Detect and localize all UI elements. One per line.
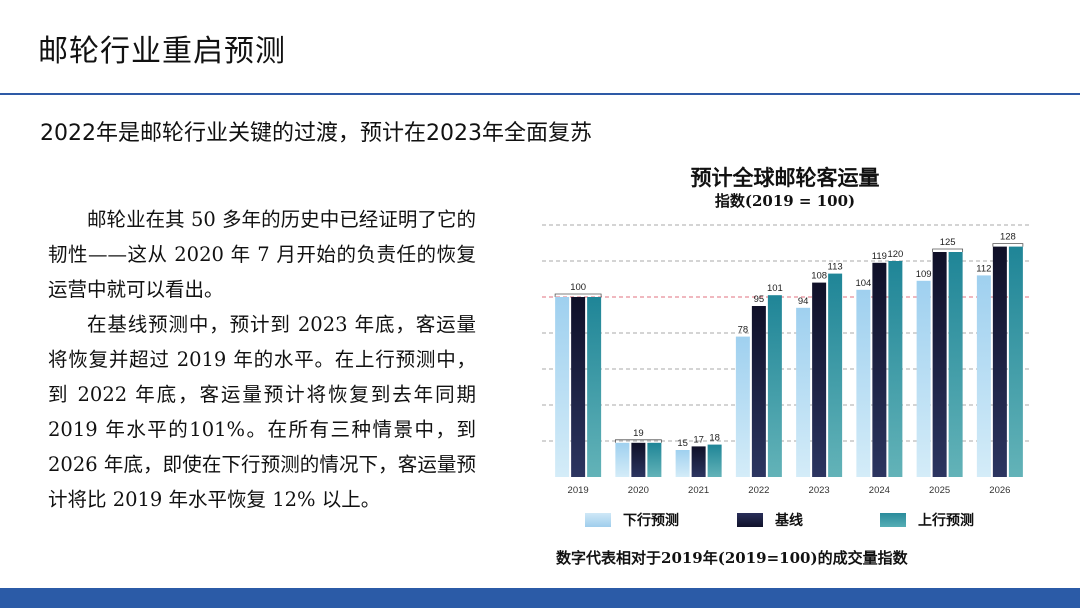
bar-2026-series-0 [976,275,991,477]
x-tick-label: 2019 [568,485,589,496]
headline: 2022年是邮轮行业关键的过渡，预计在2023年全面复苏 [40,121,592,146]
bar-2026-series-2 [1008,246,1023,477]
data-label: 104 [855,278,871,289]
x-tick-label: 2025 [929,485,950,496]
x-tick-label: 2020 [628,485,649,496]
data-label: 17 [693,434,704,445]
legend-swatch-upside [880,513,906,527]
bar-2022-series-0 [735,336,750,477]
bar-2020-series-0 [615,442,630,477]
bar-2023-series-0 [796,307,811,477]
data-label: 101 [767,283,783,294]
bar-2025-series-0 [916,280,931,477]
page-title: 邮轮行业重启预测 [38,34,286,69]
x-tick-label: 2021 [688,485,709,496]
x-tick-label: 2026 [989,485,1010,496]
data-label: 94 [798,296,809,307]
data-label: 112 [976,263,991,274]
bar-2023-series-2 [828,273,843,477]
bar-2022-series-1 [751,306,766,477]
data-label: 78 [738,325,749,336]
data-label: 100 [570,282,586,293]
paragraph-2: 在基线预测中，预计到 2023 年底，客运量将恢复并超过 2019 年的水平。在… [48,313,476,511]
data-label: 95 [754,294,765,305]
legend-item-baseline: 基线 [737,510,803,530]
bar-2022-series-2 [767,295,782,477]
data-label: 119 [872,251,887,262]
data-label: 128 [1000,232,1016,243]
data-label: 120 [887,249,903,260]
bar-2024-series-2 [888,261,903,477]
bar-2021-series-0 [675,450,690,477]
legend-swatch-baseline [737,513,763,527]
bar-2019-series-0 [555,297,570,477]
label-bracket [992,243,1024,247]
bar-2024-series-1 [872,262,887,477]
data-label: 18 [709,433,720,444]
chart-footnote: 数字代表相对于2019年(2019=100)的成交量指数 [556,549,908,567]
bar-2023-series-1 [812,282,827,477]
bar-2020-series-1 [631,442,646,477]
bar-2025-series-1 [932,252,947,477]
bar-2021-series-2 [707,444,722,477]
bar-2019-series-2 [587,297,602,477]
bar-2019-series-1 [571,297,586,477]
chart-title: 预计全球邮轮客运量 [690,165,880,190]
label-bracket [614,439,662,443]
title-divider [0,93,1080,95]
data-label: 108 [811,271,827,282]
data-label: 125 [940,237,956,248]
bar-2026-series-1 [992,246,1007,477]
x-tick-label: 2022 [748,485,769,496]
bar-2021-series-1 [691,446,706,477]
legend-label-baseline: 基线 [775,513,803,529]
data-label: 113 [828,262,843,273]
bar-chart: 2019 2020 2021 2022 2023 2024 2025 2026 100 19 15 1… [542,224,1030,496]
legend-label-upside: 上行预测 [918,513,974,529]
x-tick-label: 2024 [869,485,890,496]
legend-item-downside: 下行预测 [585,510,679,530]
data-label: 15 [677,438,688,449]
chart-subtitle: 指数(2019 = 100) [714,192,856,210]
footer-bar [0,588,1080,608]
legend-item-upside: 上行预测 [880,510,974,530]
bar-2025-series-2 [948,252,963,477]
x-tick-label: 2023 [809,485,830,496]
data-label: 19 [633,428,644,439]
legend-label-downside: 下行预测 [623,513,679,529]
body-text: 邮轮业在其 50 多年的历史中已经证明了它的韧性——这从 2020 年 7 月开… [48,202,476,517]
label-bracket [932,248,964,252]
bar-2024-series-0 [856,289,871,477]
paragraph-1: 邮轮业在其 50 多年的历史中已经证明了它的韧性——这从 2020 年 7 月开… [48,208,476,301]
bar-2020-series-2 [647,442,662,477]
legend-swatch-downside [585,513,611,527]
label-bracket [554,293,602,297]
data-label: 109 [916,269,932,280]
